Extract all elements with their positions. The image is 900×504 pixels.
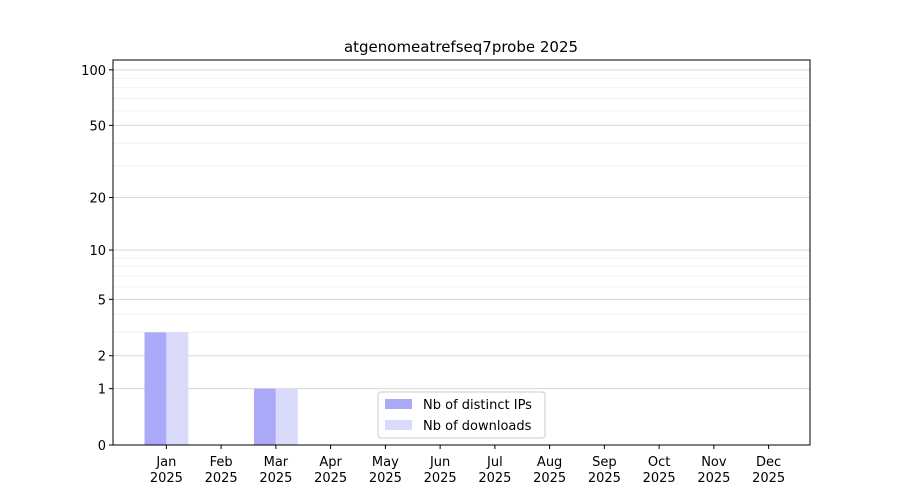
legend-label: Nb of distinct IPs [423,398,532,413]
x-tick-label: Oct 2025 [643,455,676,486]
x-tick-label-line: May [372,455,399,470]
x-tick-label-line: 2025 [314,471,347,486]
x-tick-label-line: Dec [756,455,781,470]
bar [144,332,167,445]
x-tick-label: Jul 2025 [478,455,511,486]
y-tick-label: 1 [98,383,106,398]
x-tick-label: Feb 2025 [205,455,238,486]
x-tick-label-line: Feb [210,455,233,470]
y-tick-label: 5 [98,293,106,308]
y-tick-label: 10 [89,244,106,259]
x-tick-label-line: 2025 [643,471,676,486]
x-tick-label-line: 2025 [478,471,511,486]
x-tick-label-line: 2025 [752,471,785,486]
x-tick-label-line: 2025 [205,471,238,486]
bar [275,388,298,445]
chart-title: atgenomeatrefseq7probe 2025 [344,38,578,56]
x-tick-label: Nov 2025 [697,455,730,486]
x-tick-label-line: 2025 [424,471,457,486]
x-tick-label: Apr 2025 [314,455,347,486]
y-tick-label: 50 [89,119,106,134]
bar [166,332,189,445]
x-tick-label: Sep 2025 [588,455,621,486]
y-tick-label: 100 [81,64,106,79]
legend-box [377,391,546,439]
x-tick-label-line: 2025 [533,471,566,486]
x-tick-label-line: Mar [264,455,289,470]
x-tick-label-line: 2025 [697,471,730,486]
bar [253,388,276,445]
x-tick-label-line: 2025 [150,471,183,486]
x-tick-label-line: 2025 [259,471,292,486]
x-tick-label: Jan 2025 [150,455,183,486]
x-tick-label-line: 2025 [369,471,402,486]
x-tick-label-line: Nov [701,455,727,470]
x-tick-label-line: Jul [486,455,503,470]
y-tick-label: 20 [89,192,106,207]
legend-swatch [385,399,412,409]
x-tick-label-line: Sep [592,455,617,470]
x-tick-label-line: Oct [648,455,670,470]
legend-swatch [385,420,412,430]
x-tick-label-line: Jan [155,455,176,470]
y-tick-label: 2 [98,350,106,365]
x-tick-label-line: Jun [429,455,450,470]
x-tick-label-line: Aug [537,455,562,470]
x-tick-label: May 2025 [369,455,402,486]
x-tick-label: Aug 2025 [533,455,566,486]
x-tick-label-line: Apr [319,455,342,470]
y-tick-label: 0 [98,439,106,454]
x-tick-label: Mar 2025 [259,455,292,486]
x-tick-label: Dec 2025 [752,455,785,486]
plot-frame [112,59,811,446]
x-tick-label-line: 2025 [588,471,621,486]
x-tick-label: Jun 2025 [424,455,457,486]
legend-label: Nb of downloads [423,419,532,434]
